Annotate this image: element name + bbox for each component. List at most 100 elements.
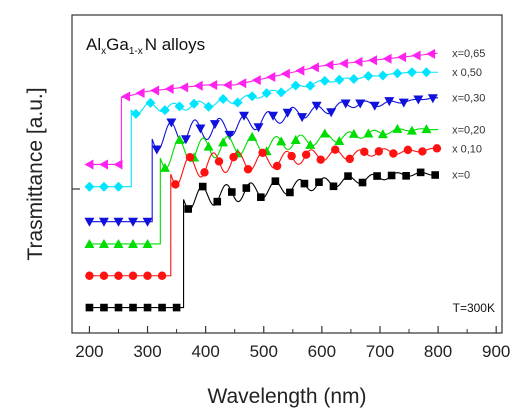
data-point-marker — [297, 113, 308, 123]
series-1 — [84, 67, 439, 192]
data-point-marker — [413, 95, 424, 105]
data-point-marker — [282, 108, 293, 118]
data-point-marker — [198, 182, 207, 191]
data-point-marker — [426, 48, 436, 59]
data-point-marker — [135, 88, 145, 99]
data-point-marker — [295, 65, 305, 76]
data-point-marker — [232, 97, 243, 108]
data-point-marker — [203, 141, 214, 151]
series-label: x=0,20 — [452, 125, 485, 137]
data-point-marker — [242, 184, 251, 192]
data-point-marker — [397, 52, 407, 63]
data-point-marker — [180, 135, 191, 145]
data-point-marker — [271, 177, 280, 185]
data-point-marker — [257, 193, 265, 201]
data-point-marker — [416, 168, 425, 177]
data-point-marker — [276, 87, 287, 98]
data-point-marker — [174, 101, 185, 112]
data-point-marker — [98, 159, 108, 170]
series-labels: x=0,65 x 0,50 x=0,30 x=0,20 x 0,10 x=0 — [452, 48, 485, 181]
data-point-marker — [373, 172, 381, 180]
series-4 — [85, 144, 442, 280]
data-point-marker — [195, 124, 206, 134]
data-point-marker — [193, 80, 203, 91]
data-point-marker — [100, 303, 108, 312]
data-point-marker — [301, 150, 311, 159]
data-point-marker — [247, 91, 258, 102]
data-point-marker — [345, 154, 354, 164]
data-point-marker — [113, 159, 123, 170]
data-point-marker — [213, 197, 222, 206]
x-axis-ticks: 200 300 400 500 600 700 800 900 — [75, 326, 510, 361]
data-point-marker — [340, 99, 351, 109]
data-point-marker — [276, 136, 287, 146]
data-point-marker — [179, 82, 189, 93]
data-point-marker — [319, 128, 330, 138]
data-point-marker — [329, 182, 338, 191]
series-line — [89, 147, 439, 277]
data-point-marker — [368, 55, 377, 66]
data-point-marker — [218, 137, 229, 147]
x-tick-label: 600 — [308, 342, 336, 361]
data-point-marker — [261, 88, 272, 99]
data-point-marker — [85, 303, 94, 312]
data-point-marker — [387, 171, 396, 180]
x-tick-label: 700 — [366, 342, 394, 361]
data-point-marker — [268, 111, 279, 121]
data-point-marker — [334, 136, 345, 146]
temperature-annotation: T=300K — [453, 301, 495, 315]
data-point-marker — [172, 303, 181, 312]
data-point-marker — [427, 94, 438, 104]
data-point-marker — [406, 125, 417, 135]
data-point-marker — [331, 145, 340, 154]
data-point-marker — [113, 238, 124, 248]
data-point-marker — [99, 271, 109, 280]
series-2 — [84, 94, 439, 227]
data-point-marker — [113, 181, 124, 192]
data-point-marker — [363, 128, 374, 138]
alloy-text-ga: Ga — [106, 35, 129, 54]
data-point-marker — [121, 91, 131, 102]
data-point-marker — [392, 123, 403, 133]
data-point-marker — [224, 130, 235, 140]
data-point-marker — [222, 79, 232, 90]
data-point-marker — [142, 217, 153, 227]
data-point-marker — [130, 108, 141, 119]
data-point-marker — [287, 151, 296, 161]
data-point-marker — [326, 108, 337, 118]
data-point-marker — [431, 171, 439, 179]
series-0 — [84, 48, 438, 170]
data-point-marker — [389, 149, 398, 158]
data-point-marker — [128, 217, 139, 227]
data-point-marker — [247, 131, 258, 141]
alloy-annotation: AlxGa1-x N alloys — [86, 35, 205, 57]
data-point-marker — [166, 118, 177, 128]
data-point-marker — [305, 80, 316, 91]
data-point-marker — [418, 147, 427, 156]
data-point-marker — [360, 147, 369, 156]
data-point-marker — [358, 178, 367, 187]
data-point-marker — [384, 97, 395, 107]
data-point-marker — [334, 74, 345, 85]
data-point-marker — [113, 217, 124, 227]
series-line — [89, 52, 438, 166]
data-point-marker — [158, 303, 166, 312]
alloy-sub-x: x — [101, 46, 106, 57]
series-line — [89, 171, 439, 309]
data-point-marker — [338, 58, 348, 69]
data-point-marker — [209, 120, 220, 130]
data-point-marker — [382, 53, 392, 64]
alloy-text-tail: N alloys — [145, 35, 205, 54]
data-point-marker — [402, 172, 410, 180]
data-point-marker — [309, 62, 319, 73]
data-point-marker — [143, 303, 152, 312]
data-point-marker — [84, 181, 95, 192]
alloy-sub-1x: 1-x — [129, 46, 143, 57]
data-point-marker — [316, 155, 325, 164]
data-point-marker — [129, 303, 137, 312]
data-point-marker — [305, 139, 316, 149]
x-tick-label: 500 — [250, 342, 278, 361]
data-point-marker — [403, 145, 413, 155]
data-point-marker — [164, 83, 174, 94]
